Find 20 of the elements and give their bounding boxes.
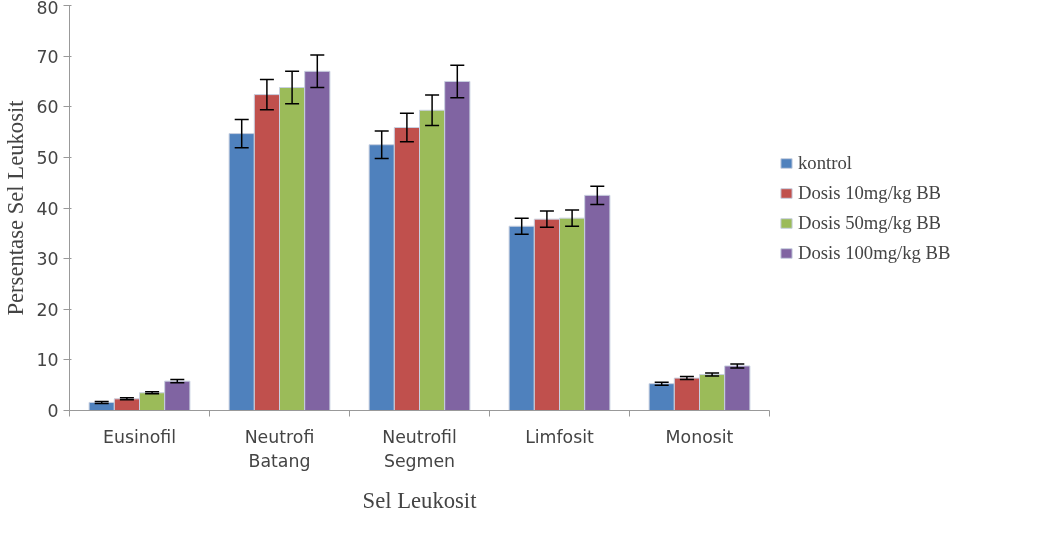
x-tick-label: Eusinofil xyxy=(102,426,177,447)
legend-label: Dosis 50mg/kg BB xyxy=(798,211,943,234)
y-tick-label: 40 xyxy=(36,198,59,219)
x-tick-label: Limfosit xyxy=(525,426,595,447)
legend-label: kontrol xyxy=(798,151,853,174)
legend-label: Dosis 10mg/kg BB xyxy=(798,181,943,204)
y-tick-label: 30 xyxy=(36,249,59,270)
y-tick-label: 0 xyxy=(47,401,59,421)
y-tick-label: 10 xyxy=(36,350,59,371)
x-tick-label: Neutrofi Batang xyxy=(244,426,315,471)
x-tick-label: Neutrofil Segmen xyxy=(382,426,457,471)
y-tick-label: 70 xyxy=(36,46,59,67)
x-tick-label: Monosit xyxy=(665,426,734,447)
y-axis-title: Persentase Sel Leukosit xyxy=(3,99,29,316)
y-tick-label: 20 xyxy=(36,299,59,320)
y-tick-label: 80 xyxy=(36,0,59,18)
legend-label: Dosis 100mg/kg BB xyxy=(798,241,952,264)
y-tick-label: 60 xyxy=(36,97,59,118)
x-axis-title: Sel Leukosit xyxy=(362,487,478,513)
y-tick-label: 50 xyxy=(36,147,59,168)
